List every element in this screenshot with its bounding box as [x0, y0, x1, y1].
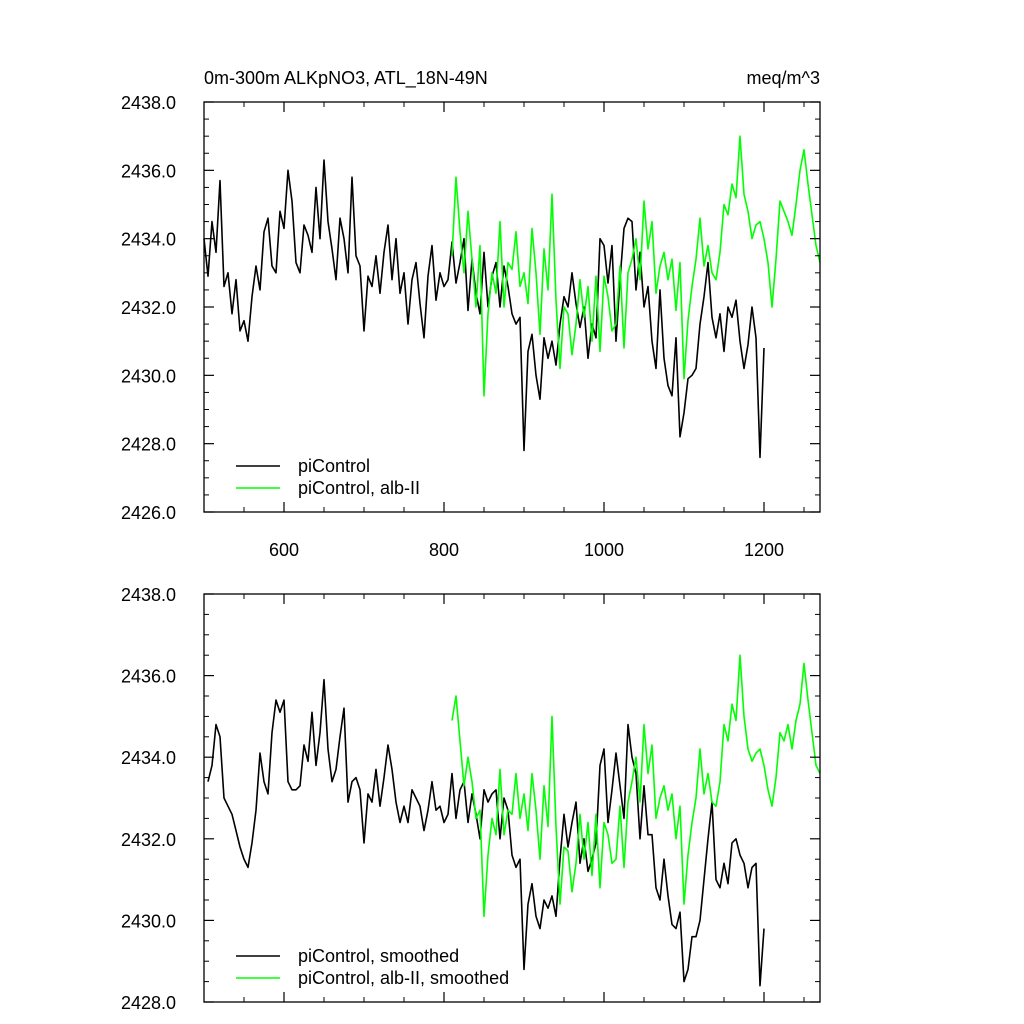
x-tick-label: 1200: [744, 540, 784, 560]
x-tick-label: 800: [429, 540, 459, 560]
series-line-picontrol-alb-ii-panel-2: [451, 654, 821, 918]
y-tick-label: 2438.0: [121, 585, 176, 605]
legend-label: piControl, alb-II: [298, 478, 420, 498]
top-panel: 0m-300m ALKpNO3, ATL_18N-49N meq/m^3 600…: [121, 68, 821, 560]
bottom-panel: 2428.0 2430.0 2432.0 2434.0 2436.0 2438.0 piCo…: [121, 585, 821, 1013]
series-line-picontrol-panel-2: [207, 678, 765, 987]
units-label: meq/m^3: [747, 68, 820, 88]
legend-label: piControl, alb-II, smoothed: [298, 968, 509, 988]
legend-label: piControl, smoothed: [298, 946, 459, 966]
y-tick-label: 2438.0: [121, 93, 176, 113]
y-tick-label: 2428.0: [121, 435, 176, 455]
y-tick-label: 2436.0: [121, 667, 176, 687]
series-line-picontrol-alb-ii-panel-1: [451, 135, 821, 397]
x-tick-label: 1000: [584, 540, 624, 560]
y-tick-label: 2434.0: [121, 748, 176, 768]
plot-frame: [203, 593, 821, 1003]
y-tick-label: 2432.0: [121, 298, 176, 318]
y-tick-label: 2430.0: [121, 366, 176, 386]
x-tick-label: 600: [269, 540, 299, 560]
legend-label: piControl: [298, 456, 370, 476]
y-tick-label: 2430.0: [121, 911, 176, 931]
y-tick-label: 2432.0: [121, 830, 176, 850]
series-line-picontrol-panel-1: [203, 159, 765, 459]
y-tick-label: 2426.0: [121, 503, 176, 523]
y-tick-label: 2436.0: [121, 161, 176, 181]
y-tick-label: 2434.0: [121, 230, 176, 250]
chart-title: 0m-300m ALKpNO3, ATL_18N-49N: [204, 68, 488, 89]
y-tick-label: 2428.0: [121, 993, 176, 1013]
